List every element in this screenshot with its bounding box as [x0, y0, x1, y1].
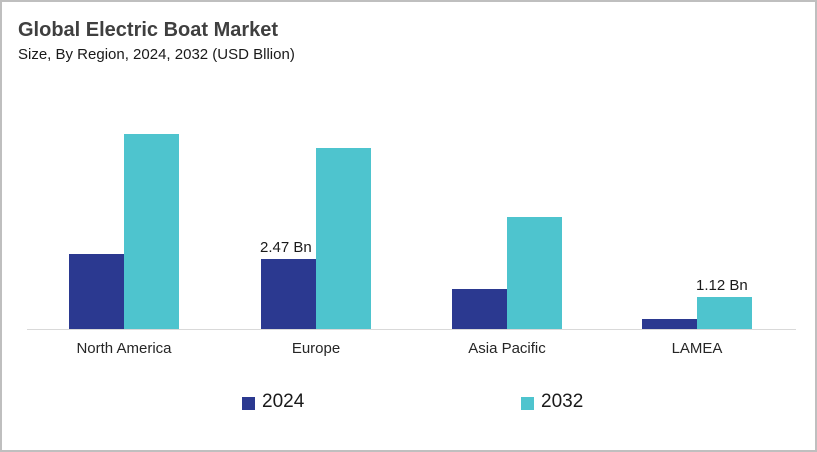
category-label-europe: Europe — [291, 340, 341, 357]
legend-swatch-2032 — [521, 396, 534, 410]
data-label-2032-lamea: 1.12 Bn — [696, 277, 748, 294]
legend-item-2024: 2024 — [242, 391, 304, 413]
data-label-2024-europe: 2.47 Bn — [260, 239, 312, 256]
legend-item-2032: 2032 — [521, 391, 583, 413]
bar-2032-europe — [316, 148, 371, 329]
legend-label-2032: 2032 — [541, 391, 584, 412]
legend-label-2024: 2024 — [262, 391, 305, 412]
bar-2024-europe — [261, 259, 316, 329]
category-label-north-america: North America — [76, 340, 172, 357]
x-axis-line — [27, 329, 796, 330]
legend-swatch-2024 — [242, 396, 255, 410]
chart-header: Global Electric Boat Market Size, By Reg… — [18, 18, 295, 65]
bar-2032-lamea — [697, 297, 752, 329]
chart-title: Global Electric Boat Market — [18, 19, 279, 41]
bar-2032-north-america — [124, 134, 179, 329]
bar-2024-asia-pacific — [452, 289, 507, 329]
category-label-lamea: LAMEA — [671, 340, 723, 357]
bar-2024-lamea — [642, 319, 697, 329]
bar-2032-asia-pacific — [507, 217, 562, 329]
category-label-asia-pacific: Asia Pacific — [468, 340, 546, 357]
bar-2024-north-america — [69, 254, 124, 329]
chart-subtitle: Size, By Region, 2024, 2032 (USD Bllion) — [18, 46, 295, 63]
